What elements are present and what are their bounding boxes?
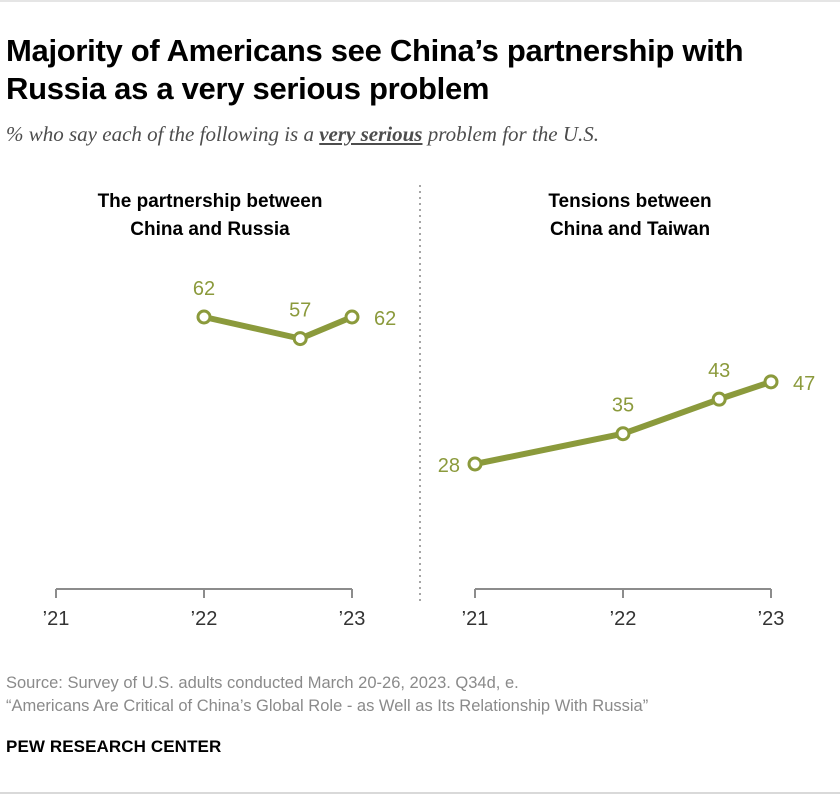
panel-title-taiwan-line-1: Tensions between <box>548 191 711 212</box>
chart-area: The partnership between China and Russia ’… <box>43 185 815 630</box>
chart-subtitle: % who say each of the following is a ver… <box>6 120 836 148</box>
panel-title-russia-line-1: The partnership between <box>98 191 323 212</box>
data-label-taiwan-3: 43 <box>708 360 730 382</box>
data-point-russia-3 <box>344 309 360 325</box>
series-line-taiwan <box>472 378 774 467</box>
source-line-2: “Americans Are Critical of China’s Globa… <box>6 697 649 715</box>
data-label-russia-3: 62 <box>374 308 396 330</box>
data-label-russia-2: 57 <box>289 300 311 322</box>
x-tick-label-russia-3: ’23 <box>339 608 366 630</box>
source-line-1: Source: Survey of U.S. adults conducted … <box>6 674 519 692</box>
data-label-taiwan-4: 47 <box>793 373 815 395</box>
panel-title-russia-line-2: China and Russia <box>130 219 290 240</box>
brand-logo-text: PEW RESEARCH CENTER <box>6 737 222 756</box>
x-tick-label-taiwan-3: ’23 <box>758 608 785 630</box>
panel-title-taiwan-line-2: China and Taiwan <box>550 219 710 240</box>
series-line-russia <box>201 314 355 342</box>
data-point-russia-2 <box>292 331 308 347</box>
subtitle-prefix: % who say each of the following is a <box>6 122 314 146</box>
top-rule <box>0 0 840 2</box>
data-point-taiwan-3 <box>711 391 727 407</box>
subtitle-suffix: problem for the U.S. <box>427 122 600 146</box>
data-label-taiwan-1: 28 <box>438 455 460 477</box>
x-tick-label-russia-2: ’22 <box>191 608 218 630</box>
x-tick-label-taiwan-1: ’21 <box>462 608 489 630</box>
data-label-russia-1: 62 <box>193 278 215 300</box>
chart-title: Majority of Americans see China’s partne… <box>6 33 744 106</box>
data-point-taiwan-4 <box>763 374 779 390</box>
x-tick-label-taiwan-2: ’22 <box>610 608 637 630</box>
x-tick-label-russia-1: ’21 <box>43 608 70 630</box>
subtitle-emphasis: very serious <box>319 122 423 146</box>
data-point-taiwan-2 <box>615 426 631 442</box>
data-point-russia-1 <box>196 309 212 325</box>
data-label-taiwan-2: 35 <box>612 395 634 417</box>
bottom-rule <box>0 792 840 794</box>
source-note: Source: Survey of U.S. adults conducted … <box>6 672 836 718</box>
data-point-taiwan-1 <box>467 456 483 472</box>
